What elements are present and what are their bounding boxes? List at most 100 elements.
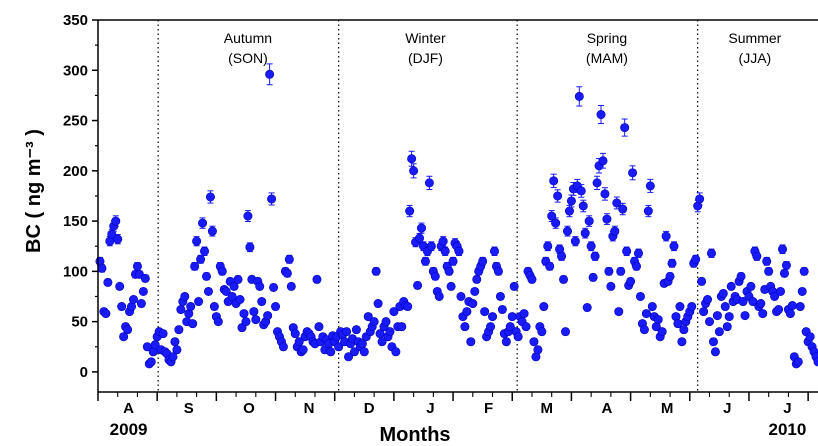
data-point [495,291,505,301]
data-point [221,286,231,296]
data-point [424,175,434,190]
data-point [787,301,797,311]
data-point [486,322,496,332]
data-point [239,309,249,319]
data-point [596,104,606,125]
data-point [251,315,261,325]
data-point [527,274,537,284]
data-point [446,281,456,291]
data-point [111,215,121,227]
data-point [456,291,466,301]
data-point [460,322,470,332]
data-point [507,312,517,322]
data-point [756,299,766,309]
data-point [409,163,419,179]
data-point [779,268,789,278]
data-point [562,225,572,237]
y-tick-label: 350 [63,12,88,29]
data-point [257,297,267,307]
season-abbr-2: (MAM) [586,50,628,66]
data-point [174,325,184,335]
data-point [667,258,677,268]
data-point [513,332,523,342]
data-point [430,271,440,281]
labels-layer: Autumn (SON) Winter (DJF) Spring (MAM) Summer (… [110,30,807,439]
data-point [509,281,519,291]
x-axis-title: Months [379,424,450,446]
data-point [665,271,675,281]
data-point [639,325,649,335]
data-point [677,337,687,347]
data-point [570,236,580,247]
data-point [150,340,160,350]
data-point [278,342,288,352]
data-point [205,190,215,204]
data-point [403,302,413,312]
x-tick-label: J [426,400,434,417]
data-point [334,342,344,352]
data-point [574,86,584,107]
data-point [282,268,292,278]
data-point [493,266,503,276]
data-point [645,178,655,193]
season-name-0: Autumn [224,30,272,46]
data-point [138,286,148,296]
data-points-layer [95,63,818,369]
data-point [158,329,168,339]
data-point [180,291,190,301]
y-tick-label: 0 [80,364,88,381]
data-point [397,322,407,332]
data-point [712,311,722,321]
data-point [472,274,482,284]
data-point [543,241,553,252]
data-point [519,309,529,319]
data-point [770,291,780,301]
data-point [101,309,111,319]
data-point [559,274,569,284]
data-point [480,307,490,317]
data-point [578,199,588,213]
data-point [695,192,705,206]
data-point [653,315,663,325]
data-point [233,274,243,284]
data-point [714,327,724,337]
data-point [263,311,273,321]
y-tick-label: 250 [63,113,88,130]
data-point [657,327,667,337]
data-point [647,302,657,312]
data-point [740,311,750,321]
data-point [622,246,632,256]
data-point [243,210,253,223]
data-point [764,266,774,276]
season-name-3: Summer [728,30,781,46]
y-tick-label: 200 [63,163,88,180]
data-point [413,280,423,290]
data-point [470,286,480,296]
axis-layer: 0 50 100 150 200 250 300 350 [63,12,818,401]
x-tick-label: A [602,400,613,417]
data-point [271,302,281,312]
data-point [598,152,608,169]
data-point [314,322,324,332]
data-point [793,357,803,367]
data-point [679,325,689,335]
data-point [602,213,612,225]
season-name-1: Winter [405,30,446,46]
data-point [545,261,555,271]
data-point [592,175,602,190]
data-point [203,286,213,296]
data-point [290,329,300,339]
data-point [746,281,756,291]
season-abbr-3: (JJA) [739,50,772,66]
year-label-1: 2010 [769,420,807,439]
data-point [172,345,182,355]
data-point [136,299,146,309]
data-point [669,241,679,252]
x-tick-label: O [243,400,255,417]
x-tick-label: D [364,400,375,417]
x-tick-label: J [783,400,791,417]
data-point [582,303,592,313]
data-point [186,302,196,312]
data-point [454,246,464,256]
data-point [462,307,472,317]
